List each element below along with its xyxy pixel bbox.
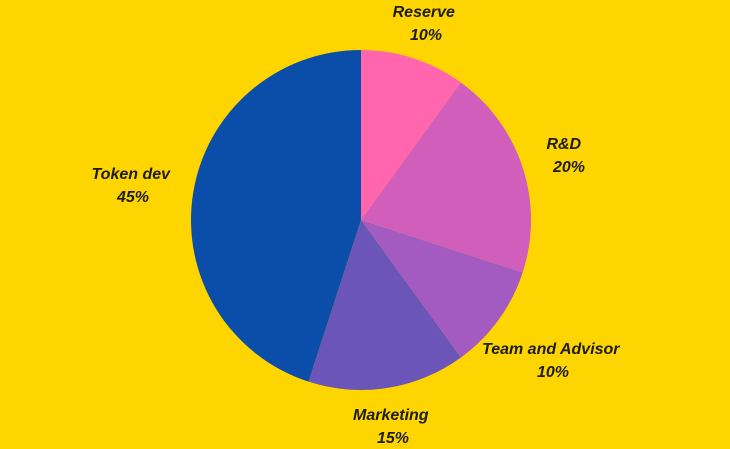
slice-label-rnd: R&D 20% <box>546 136 585 176</box>
slice-value-rnd: 20% <box>552 159 585 176</box>
slice-name-rnd: R&D <box>546 136 581 153</box>
slice-label-marketing: Marketing 15% <box>353 407 433 447</box>
pie-slice-rnd <box>361 82 531 273</box>
slice-name-token-dev: Token dev <box>92 166 172 183</box>
slice-label-token-dev: Token dev 45% <box>92 166 175 206</box>
pie-slices <box>191 50 531 390</box>
slice-name-team-and-advisor: Team and Advisor <box>482 341 620 358</box>
pie-slice-marketing <box>308 220 461 390</box>
slice-value-reserve: 10% <box>410 27 442 44</box>
slice-value-team-and-advisor: 10% <box>537 364 569 381</box>
pie-slice-reserve <box>361 50 461 220</box>
slice-value-token-dev: 45% <box>116 189 149 206</box>
slice-name-marketing: Marketing <box>353 407 429 424</box>
pie-labels: Reserve 10% R&D 20% Team and Advisor 10%… <box>92 4 624 447</box>
pie-slice-token-dev <box>191 50 361 382</box>
slice-label-reserve: Reserve 10% <box>393 4 460 44</box>
slice-label-team-and-advisor: Team and Advisor 10% <box>482 341 624 381</box>
pie-slice-team-and-advisor <box>361 220 523 358</box>
slice-value-marketing: 15% <box>377 430 409 447</box>
slice-name-reserve: Reserve <box>393 4 455 21</box>
